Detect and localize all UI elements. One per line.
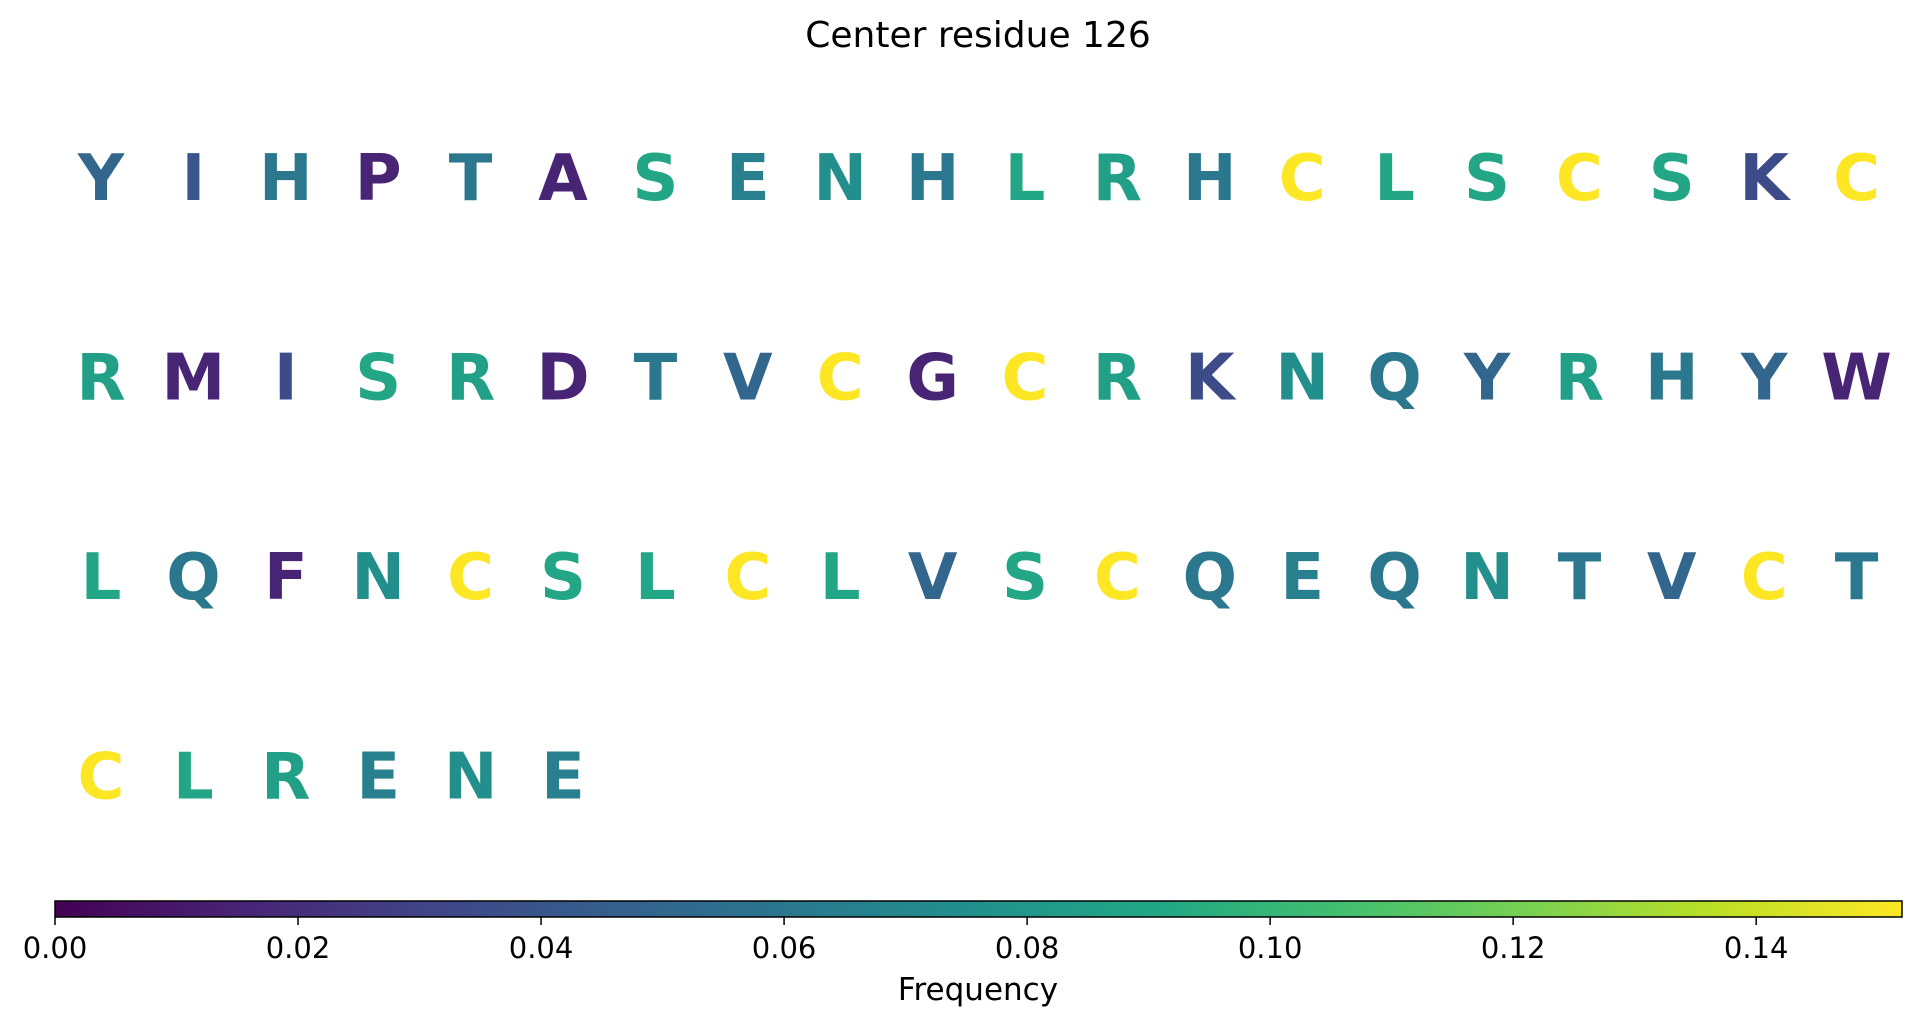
- residue-letter: D: [536, 342, 589, 416]
- residue-letter: N: [1460, 541, 1514, 615]
- residue-letter: H: [906, 142, 960, 216]
- residue-letter: C: [1279, 142, 1326, 216]
- residue-letter: S: [540, 541, 586, 615]
- residue-letter: P: [355, 142, 402, 216]
- residue-letter: G: [906, 342, 959, 416]
- residue-letter: N: [351, 541, 405, 615]
- residue-letter: C: [1741, 541, 1788, 615]
- residue-letter: E: [541, 741, 585, 815]
- residue-letter: Q: [1367, 342, 1421, 416]
- residue-letter: E: [726, 142, 770, 216]
- residue-letter: N: [813, 142, 867, 216]
- residue-letter: C: [817, 342, 864, 416]
- colorbar-tick-label: 0.04: [509, 931, 574, 965]
- residue-letter: T: [1835, 541, 1879, 615]
- residue-letter: C: [724, 541, 771, 615]
- chart-title: Center residue 126: [805, 15, 1151, 56]
- residue-letter: R: [261, 741, 310, 815]
- residue-letter: H: [259, 142, 313, 216]
- residue-letter: Q: [1183, 541, 1237, 615]
- colorbar-tick-label: 0.08: [995, 931, 1060, 965]
- residue-letter: I: [274, 342, 298, 416]
- residue-letter: C: [78, 741, 125, 815]
- residue-letter: C: [1556, 142, 1603, 216]
- residue-letter: V: [908, 541, 958, 615]
- residue-letter: R: [1093, 342, 1142, 416]
- residue-letter: Y: [1463, 342, 1511, 416]
- residue-letter: S: [1649, 142, 1695, 216]
- residue-letter: K: [1739, 142, 1791, 216]
- residue-letter: I: [181, 142, 205, 216]
- residue-letter: L: [820, 541, 861, 615]
- residue-letter: R: [1093, 142, 1142, 216]
- residue-letter: L: [1005, 142, 1046, 216]
- colorbar-tick-label: 0.12: [1481, 931, 1546, 965]
- colorbar-label: Frequency: [898, 972, 1058, 1008]
- residue-letter: W: [1821, 342, 1892, 416]
- residue-letter: Y: [1740, 342, 1788, 416]
- residue-letter: S: [632, 142, 678, 216]
- residue-letter: S: [1002, 541, 1048, 615]
- residue-letter: C: [1002, 342, 1049, 416]
- colorbar-tick-label: 0.00: [23, 931, 88, 965]
- residue-letter: R: [446, 342, 495, 416]
- residue-letter: C: [1833, 142, 1880, 216]
- residue-letter: V: [1647, 541, 1697, 615]
- residue-letter: H: [1645, 342, 1699, 416]
- residue-letter: K: [1185, 342, 1237, 416]
- residue-letter: Q: [166, 541, 220, 615]
- residue-letter: E: [356, 741, 400, 815]
- colorbar-tick-label: 0.10: [1238, 931, 1303, 965]
- residue-grid: Y I H P T A S E N H L R H C L S C S K CR M I S R D T V C G C R K N Q Y R H Y W…: [76, 142, 1892, 815]
- residue-letter: Y: [77, 142, 125, 216]
- residue-letter: Q: [1367, 541, 1421, 615]
- colorbar-gradient: [54, 900, 1903, 918]
- residue-letter: T: [449, 142, 493, 216]
- residue-letter: C: [1094, 541, 1141, 615]
- colorbar-tick-label: 0.06: [752, 931, 817, 965]
- residue-letter: L: [1374, 142, 1415, 216]
- colorbar-tick-label: 0.02: [266, 931, 331, 965]
- residue-letter: T: [1558, 541, 1602, 615]
- colorbar-tick-label: 0.14: [1724, 931, 1789, 965]
- residue-letter: C: [447, 541, 494, 615]
- residue-letter: L: [635, 541, 676, 615]
- residue-letter: N: [1275, 342, 1329, 416]
- residue-letter: R: [1555, 342, 1604, 416]
- residue-letter: M: [162, 342, 226, 416]
- residue-letter: E: [1280, 541, 1324, 615]
- residue-letter: F: [264, 541, 308, 615]
- residue-letter: A: [538, 142, 588, 216]
- residue-letter: L: [81, 541, 122, 615]
- residue-letter: V: [723, 342, 773, 416]
- residue-letter: S: [355, 342, 401, 416]
- residue-letter: H: [1183, 142, 1237, 216]
- colorbar: 0.00 0.02 0.04 0.06 0.08 0.10 0.12 0.14: [23, 900, 1903, 965]
- residue-letter: N: [444, 741, 498, 815]
- residue-letter: T: [634, 342, 678, 416]
- residue-letter: L: [173, 741, 214, 815]
- residue-letter: R: [76, 342, 125, 416]
- residue-letter: S: [1464, 142, 1510, 216]
